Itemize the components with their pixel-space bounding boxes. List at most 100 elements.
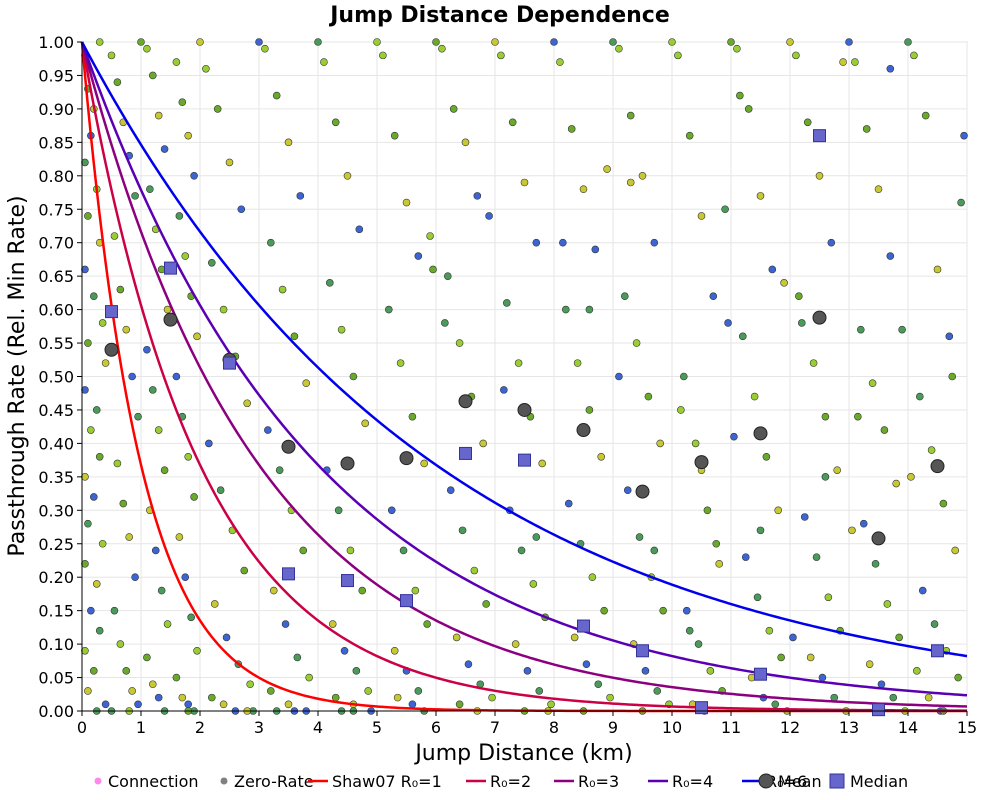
connection-point <box>293 653 302 662</box>
y-tick-label: 0.55 <box>38 334 74 353</box>
connection-point <box>122 325 131 334</box>
legend-connection: Connection <box>94 772 199 791</box>
connection-point <box>871 560 880 568</box>
connection-point <box>81 560 89 568</box>
y-tick-label: 0.90 <box>38 100 74 119</box>
median-marker <box>695 701 708 715</box>
connection-point <box>81 158 89 167</box>
connection-point <box>650 546 659 555</box>
connection-point <box>733 44 741 53</box>
mean-markers <box>104 310 945 546</box>
connection-point <box>157 586 166 595</box>
connection-point <box>190 493 198 501</box>
connection-point <box>98 319 107 327</box>
connection-point <box>163 305 172 314</box>
connection-point <box>771 700 780 709</box>
connection-point <box>918 586 927 595</box>
mean-marker <box>399 451 414 466</box>
connection-point <box>753 593 762 602</box>
x-tick-label: 1 <box>136 718 146 737</box>
connection-point <box>930 620 939 628</box>
connection-point <box>281 620 290 628</box>
connection-point <box>429 265 437 274</box>
connection-point <box>659 606 667 615</box>
connection-point <box>175 533 184 541</box>
connection-point <box>547 700 555 709</box>
connection-point <box>532 238 541 247</box>
connection-point <box>175 212 184 220</box>
connection-point <box>379 51 387 60</box>
connection-point <box>337 325 346 334</box>
connection-point <box>588 573 597 582</box>
connection-point <box>485 212 493 220</box>
connection-point <box>95 626 104 635</box>
connection-point <box>134 700 142 709</box>
connection-point <box>128 372 136 381</box>
connection-point <box>464 660 473 668</box>
connection-point <box>479 439 488 448</box>
mean-marker <box>930 459 945 474</box>
connection-point <box>833 466 842 474</box>
legend-connection-swatch <box>94 777 102 785</box>
connection-point <box>517 546 526 555</box>
connection-point <box>402 198 411 207</box>
connection-point <box>756 526 765 535</box>
mean-marker <box>281 439 296 454</box>
connection-point <box>851 58 859 66</box>
connection-point <box>653 687 662 695</box>
connection-point <box>128 687 136 695</box>
connection-point <box>738 332 747 341</box>
connection-point <box>951 546 960 555</box>
connection-point <box>803 118 812 127</box>
connection-point <box>797 319 806 327</box>
connection-point <box>957 198 965 207</box>
connection-point <box>886 252 895 260</box>
connection-point <box>305 673 313 682</box>
median-marker <box>341 574 354 588</box>
y-tick-label: 0.80 <box>38 167 74 186</box>
x-tick-label: 7 <box>490 718 500 737</box>
connection-point <box>284 700 293 709</box>
connection-point <box>606 693 614 702</box>
connection-point <box>172 58 181 66</box>
connection-points <box>81 38 968 715</box>
connection-point <box>470 566 479 575</box>
connection-point <box>131 192 139 200</box>
connection-point <box>390 131 399 140</box>
y-tick-label: 0.65 <box>38 267 74 286</box>
x-tick-label: 2 <box>195 718 205 737</box>
y-tick-label: 0.35 <box>38 468 74 487</box>
y-axis-ticks: 0.00 0.05 0.10 0.15 0.20 0.25 0.30 0.35 0.40 0.45… <box>38 33 82 721</box>
y-tick-label: 0.10 <box>38 635 74 654</box>
connection-point <box>874 185 883 193</box>
connection-point <box>721 205 729 214</box>
connection-point <box>954 673 962 682</box>
mean-marker <box>812 310 827 325</box>
connection-point <box>373 38 381 46</box>
x-tick-label: 13 <box>839 718 859 737</box>
connection-point <box>408 700 417 709</box>
connection-point <box>334 506 343 515</box>
connection-point <box>81 386 89 394</box>
connection-point <box>134 412 142 421</box>
legend-mean-swatch <box>758 773 774 789</box>
connection-point <box>125 533 133 541</box>
connection-point <box>92 580 101 588</box>
connection-point <box>452 633 461 642</box>
connection-point <box>184 131 192 140</box>
connection-point <box>821 412 830 421</box>
x-tick-label: 3 <box>254 718 264 737</box>
chart-title: Jump Distance Dependence <box>328 3 670 28</box>
connection-point <box>750 392 759 401</box>
connection-point <box>538 459 547 468</box>
connection-point <box>202 64 210 73</box>
connection-point <box>473 192 482 200</box>
connection-point <box>579 185 588 193</box>
connection-point <box>219 700 228 709</box>
grid <box>81 41 968 712</box>
connection-point <box>331 693 340 702</box>
y-tick-label: 0.05 <box>38 669 74 688</box>
x-axis-ticks: 0 1 2 3 4 5 6 7 8 9 10 11 12 13 14 15 <box>77 711 977 737</box>
mean-marker <box>871 531 886 546</box>
connection-point <box>736 91 744 100</box>
